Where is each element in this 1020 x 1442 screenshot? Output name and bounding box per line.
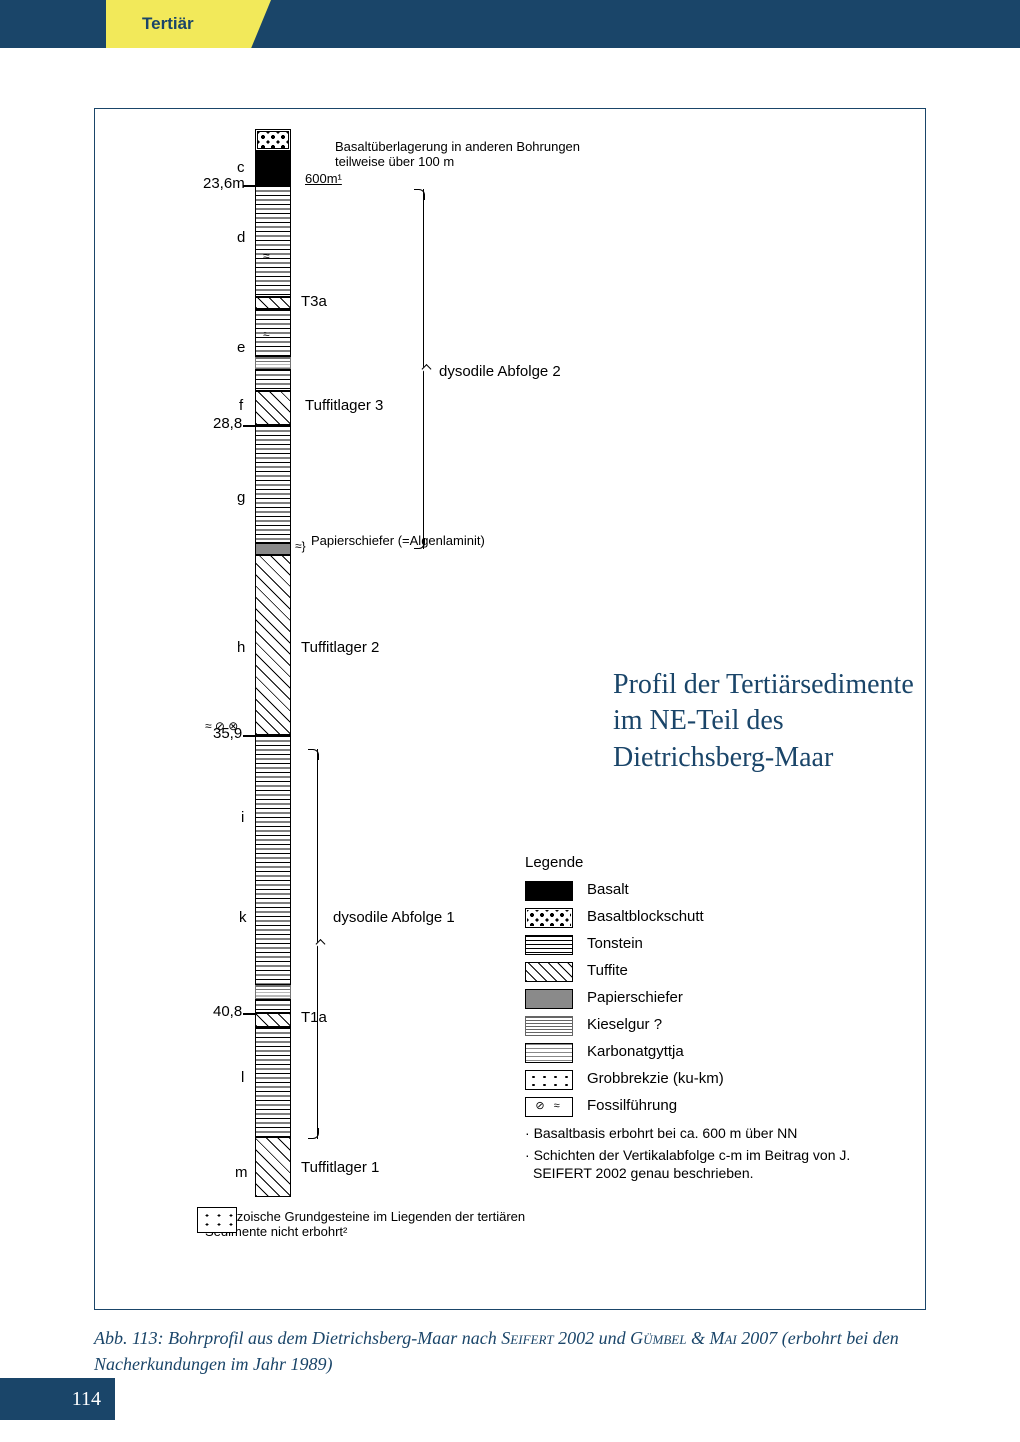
strata-kie bbox=[255, 357, 291, 369]
layer-letter: m bbox=[235, 1164, 248, 1181]
legend-row: Fossilführung bbox=[525, 1097, 855, 1117]
legend-row: Basaltblockschutt bbox=[525, 908, 855, 928]
annotation-text: mesozoische Grundgesteine im Liegenden d… bbox=[205, 1209, 545, 1239]
legend-title: Legende bbox=[525, 854, 855, 871]
legend-swatch-kar bbox=[525, 1043, 573, 1063]
legend-footnote: Schichten der Vertikalabfolge c-m im Bei… bbox=[525, 1146, 855, 1182]
strata-ton bbox=[255, 735, 291, 985]
legend-swatch-tuf bbox=[525, 962, 573, 982]
fossil-symbol: ≈ ⊘ ⊗ bbox=[205, 719, 238, 733]
legend-row: Tonstein bbox=[525, 935, 855, 955]
layer-letter: l bbox=[241, 1069, 244, 1086]
legend-label: Fossilführung bbox=[587, 1097, 677, 1116]
depth-tick bbox=[243, 1013, 255, 1015]
strata-ton bbox=[255, 185, 291, 297]
basement-grob-icon bbox=[197, 1207, 237, 1233]
strata-tuf bbox=[255, 1013, 291, 1027]
legend-label: Tuffite bbox=[587, 962, 628, 981]
legend-swatch-ton bbox=[525, 935, 573, 955]
legend-swatch-fos bbox=[525, 1097, 573, 1117]
strata-label: Tuffitlager 1 bbox=[301, 1159, 379, 1176]
sequence-label: dysodile Abfolge 1 bbox=[333, 909, 455, 926]
layer-letter: d bbox=[237, 229, 245, 246]
sequence-label: dysodile Abfolge 2 bbox=[439, 363, 561, 380]
strata-tuf bbox=[255, 297, 291, 309]
sequence-brace bbox=[423, 189, 424, 549]
legend-row: Karbonatgyttja bbox=[525, 1043, 855, 1063]
legend-row: Basalt bbox=[525, 881, 855, 901]
legend-swatch-pap bbox=[525, 989, 573, 1009]
legend-label: Tonstein bbox=[587, 935, 643, 954]
strata-bbs bbox=[255, 129, 291, 151]
strata-label: Tuffitlager 3 bbox=[305, 397, 383, 414]
page-number: 114 bbox=[0, 1378, 115, 1420]
strata-ton bbox=[255, 425, 291, 543]
legend-row: Grobbrekzie (ku-km) bbox=[525, 1070, 855, 1090]
strata-tuf bbox=[255, 555, 291, 735]
annotation-text: 600m¹ bbox=[305, 171, 342, 186]
strata-label: T3a bbox=[301, 293, 327, 310]
figure-box: T3a Tuffitlager 3 Tuffitlager 2 T1a Tuffitla… bbox=[94, 108, 926, 1310]
strata-kie bbox=[255, 985, 291, 999]
legend-swatch-bbs bbox=[525, 908, 573, 928]
legend-row: Kieselgur ? bbox=[525, 1016, 855, 1036]
legend-swatch-kie bbox=[525, 1016, 573, 1036]
strata-tuf bbox=[255, 391, 291, 425]
figure-caption: Abb. 113: Bohrprofil aus dem Dietrichsbe… bbox=[94, 1325, 926, 1377]
sequence-brace bbox=[317, 749, 318, 1139]
strata-ton bbox=[255, 999, 291, 1013]
strata-ton bbox=[255, 309, 291, 357]
legend-row: Papierschiefer bbox=[525, 989, 855, 1009]
layer-letter: c bbox=[237, 159, 245, 176]
layer-letter: f bbox=[239, 397, 243, 414]
figure-title: Profil der Tertiärsedimente im NE-Teil d… bbox=[613, 667, 933, 776]
layer-letter: k bbox=[239, 909, 247, 926]
legend-swatch-grob bbox=[525, 1070, 573, 1090]
layer-letter: i bbox=[241, 809, 244, 826]
annotation-text: Basaltüberlagerung in anderen Bohrungen … bbox=[335, 139, 625, 169]
stratigraphic-diagram: T3a Tuffitlager 3 Tuffitlager 2 T1a Tuffitla… bbox=[95, 109, 925, 1309]
layer-letter: g bbox=[237, 489, 245, 506]
legend-label: Papierschiefer bbox=[587, 989, 683, 1008]
strata-ton bbox=[255, 369, 291, 391]
legend-label: Basalt bbox=[587, 881, 629, 900]
strata-label: Tuffitlager 2 bbox=[301, 639, 379, 656]
layer-letter: e bbox=[237, 339, 245, 356]
strata-black bbox=[255, 151, 291, 185]
depth-tick bbox=[243, 735, 255, 737]
legend-swatch-black bbox=[525, 881, 573, 901]
depth-label: 40,8 bbox=[213, 1003, 242, 1020]
depth-tick bbox=[243, 425, 255, 427]
depth-label: 23,6m bbox=[203, 175, 245, 192]
legend-row: Tuffite bbox=[525, 962, 855, 982]
legend-footnote: Basaltbasis erbohrt bei ca. 600 m über N… bbox=[525, 1124, 855, 1142]
annotation-text: Papierschiefer (=Algenlaminit) bbox=[311, 533, 491, 548]
depth-label: 28,8 bbox=[213, 415, 242, 432]
strata-ton bbox=[255, 1027, 291, 1137]
strata-tuf bbox=[255, 1137, 291, 1197]
legend-label: Kieselgur ? bbox=[587, 1016, 662, 1035]
legend-label: Karbonatgyttja bbox=[587, 1043, 684, 1062]
fossil-symbol: ≈} bbox=[295, 539, 306, 553]
fossil-symbol: ≈ bbox=[263, 327, 270, 341]
legend: Legende Basalt Basaltblockschutt Tonstein T… bbox=[525, 854, 855, 1183]
layer-letter: h bbox=[237, 639, 245, 656]
fossil-symbol: ≈ bbox=[263, 249, 270, 263]
legend-label: Grobbrekzie (ku-km) bbox=[587, 1070, 724, 1089]
depth-tick bbox=[243, 185, 255, 187]
legend-label: Basaltblockschutt bbox=[587, 908, 704, 927]
strata-pap bbox=[255, 543, 291, 555]
strata-label: T1a bbox=[301, 1009, 327, 1026]
section-tag: Tertiär bbox=[106, 0, 271, 48]
